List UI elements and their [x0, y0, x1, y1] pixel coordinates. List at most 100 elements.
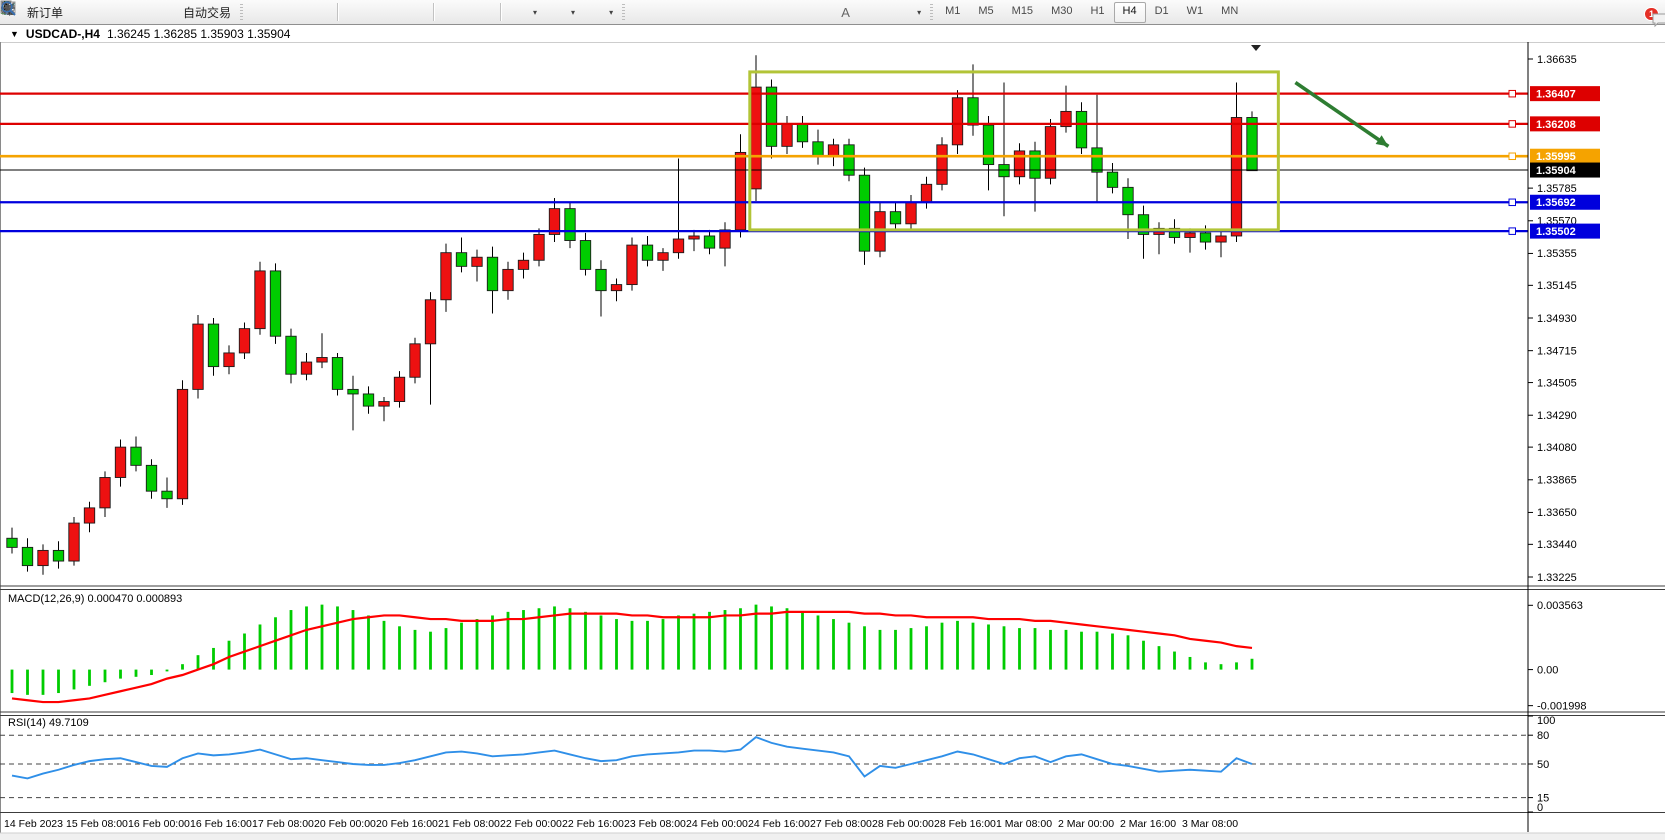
auto-scroll-button[interactable]: [1, 1, 467, 23]
one-click-toggle-icon[interactable]: ▼: [10, 28, 19, 39]
cursor-tool-button[interactable]: [4, 1, 657, 23]
macd-histogram-bar: [739, 608, 742, 670]
indicators-dropdown-button[interactable]: ▾: [0, 1, 619, 23]
tab-m1[interactable]: M1: [945, 4, 961, 17]
time-axis-label: 2 Mar 00:00: [1058, 818, 1114, 830]
fibonacci-tool-button[interactable]: F: [2, 1, 831, 23]
zoom-out-button[interactable]: [1, 1, 400, 23]
rsi-tick-label: 50: [1537, 759, 1549, 771]
shapes-dropdown-button[interactable]: ▾: [2, 1, 927, 23]
candle-chart-mode-button[interactable]: [2, 1, 304, 23]
chevron-down-icon: ▾: [609, 7, 614, 17]
zoom-in-button[interactable]: [1, 1, 371, 23]
macd-histogram-bar: [429, 631, 432, 670]
tab-m30[interactable]: M30: [1051, 4, 1073, 17]
macd-histogram-bar: [367, 615, 370, 670]
candle: [176, 388, 189, 500]
line-chart-mode-button[interactable]: [1, 1, 333, 23]
candle: [285, 335, 297, 375]
horizontal-line-tool-button[interactable]: [1, 1, 744, 23]
pivot-line-handle[interactable]: [1508, 152, 1516, 161]
channel-tool-button[interactable]: E: [0, 1, 802, 23]
candle: [781, 123, 793, 147]
candle: [719, 229, 731, 249]
macd-histogram-bar: [1018, 628, 1021, 670]
tab-m15[interactable]: M15: [1011, 4, 1034, 17]
macd-histogram-bar: [274, 617, 277, 670]
resistance-line-2-handle[interactable]: [1508, 120, 1516, 128]
candle: [1184, 232, 1196, 238]
support-line-1-handle[interactable]: [1508, 198, 1516, 207]
candle: [21, 546, 34, 567]
candle: [114, 446, 127, 478]
price-tick-label: 1.33225: [1537, 572, 1577, 584]
arrows-shapes-icon: [2, 2, 912, 21]
trend-arrow[interactable]: [1294, 81, 1390, 148]
chart-shift-marker[interactable]: [1251, 45, 1261, 51]
current-price-label: 1.35904: [1536, 165, 1577, 177]
macd-histogram-bar: [630, 620, 634, 670]
macd-tick-label: 0.003563: [1537, 600, 1583, 612]
candle: [920, 183, 933, 204]
price-tick-label: 1.33440: [1537, 539, 1577, 551]
auto-scroll-icon: [1, 2, 461, 21]
time-axis-label: 1 Mar 08:00: [996, 818, 1052, 830]
tab-mn[interactable]: MN: [1221, 4, 1239, 17]
candle: [238, 328, 251, 354]
chart-shift-button[interactable]: [1, 1, 496, 23]
candle: [1137, 214, 1150, 235]
macd-histogram-bar: [320, 604, 324, 670]
mql5-button[interactable]: [2, 1, 98, 23]
macd-histogram-bar: [134, 669, 138, 677]
auto-trading-button[interactable]: 自动交易: [0, 1, 237, 23]
signals-button[interactable]: [1, 1, 156, 23]
tab-w1[interactable]: W1: [1186, 4, 1204, 17]
macd-histogram-bar: [119, 669, 122, 679]
support-line-2-handle[interactable]: [1508, 227, 1516, 235]
candle: [1029, 150, 1041, 179]
macd-histogram-bar: [72, 669, 76, 690]
time-axis-label: 24 Feb 16:00: [748, 818, 810, 830]
macd-histogram-bar: [491, 615, 494, 670]
resistance-line-1-handle[interactable]: [1508, 89, 1516, 98]
bar-chart-mode-button[interactable]: [1, 1, 275, 23]
candle: [6, 537, 18, 548]
candle: [52, 549, 65, 562]
current-price-label-bg: [1530, 162, 1600, 178]
crosshair-tool-button[interactable]: [1, 1, 686, 23]
line-chart-icon: [1, 2, 327, 21]
zoom-in-icon: [1, 1, 365, 21]
vertical-line-icon: [7, 1, 709, 21]
candle: [734, 151, 747, 231]
tab-m5[interactable]: M5: [978, 4, 994, 17]
candle: [331, 357, 344, 390]
tab-d1[interactable]: D1: [1154, 4, 1169, 17]
candle: [595, 268, 607, 292]
candle: [672, 238, 685, 254]
label-tool-button[interactable]: T: [1, 1, 889, 23]
rsi-tick-label: 0: [1537, 802, 1543, 814]
support-line-1-price-label: 1.35692: [1536, 197, 1576, 209]
new-order-dropdown-button[interactable]: ▾: [1, 1, 543, 23]
time-axis-label: 27 Feb 08:00: [810, 818, 872, 830]
tab-h1[interactable]: H1: [1090, 4, 1105, 17]
trendline-tool-button[interactable]: [1, 1, 773, 23]
period-dropdown-button[interactable]: ▾: [1, 1, 581, 23]
candle: [316, 357, 328, 363]
text-tool-button[interactable]: A: [831, 1, 860, 23]
macd-histogram-bar: [677, 615, 680, 670]
candle: [765, 86, 778, 147]
tile-windows-button[interactable]: [1, 1, 429, 23]
candle: [300, 361, 313, 375]
tab-h4[interactable]: H4: [1113, 1, 1146, 23]
vertical-line-tool-button[interactable]: [7, 1, 715, 23]
consolidation-box[interactable]: [748, 70, 1280, 232]
community-button[interactable]: [1, 1, 127, 23]
time-axis-label: 20 Feb 00:00: [314, 818, 376, 830]
macd-histogram-bar: [26, 669, 29, 695]
macd-histogram-bar: [196, 655, 200, 670]
candle: [1106, 171, 1119, 188]
macd-histogram-bar: [1126, 635, 1130, 670]
macd-histogram-bar: [41, 669, 45, 695]
